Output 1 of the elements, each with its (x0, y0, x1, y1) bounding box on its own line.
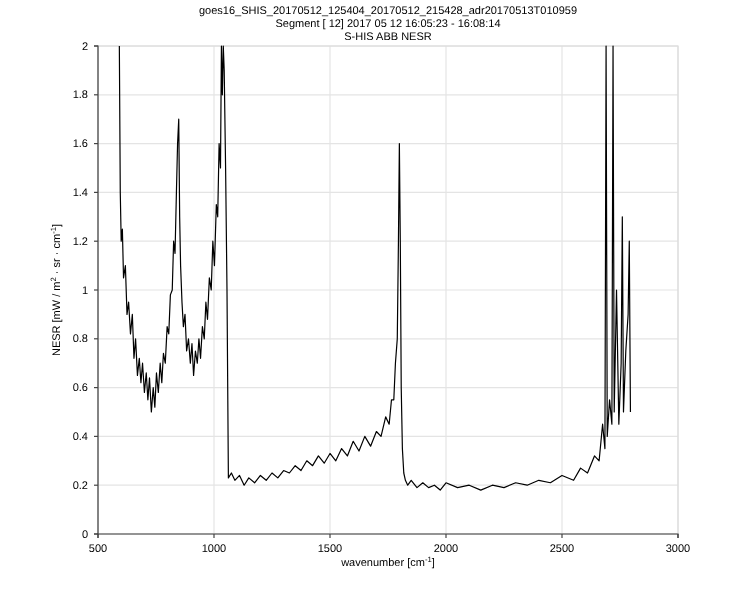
line-series (118, 45, 632, 491)
